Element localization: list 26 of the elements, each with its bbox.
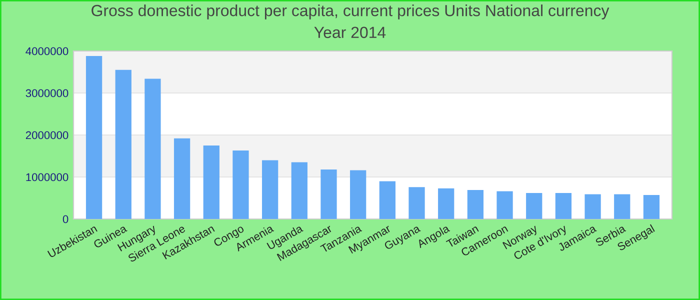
y-tick-label: 1000000 xyxy=(26,173,68,182)
bar xyxy=(643,195,660,219)
bar xyxy=(174,138,190,219)
bar xyxy=(438,188,454,219)
y-tick-label: 0 xyxy=(62,215,68,224)
bar xyxy=(614,194,630,219)
bar xyxy=(291,162,308,219)
bar xyxy=(555,192,572,219)
bar xyxy=(144,78,161,219)
bar xyxy=(203,146,220,219)
bar xyxy=(320,169,337,219)
y-tick-label: 3000000 xyxy=(26,89,68,98)
bar xyxy=(86,56,102,219)
bar xyxy=(496,191,513,219)
bar xyxy=(584,194,601,219)
bar xyxy=(467,190,484,219)
bar xyxy=(379,181,396,219)
bar xyxy=(526,192,542,219)
bar xyxy=(115,70,132,219)
bar xyxy=(350,170,366,219)
bar xyxy=(408,187,425,219)
y-tick-label: 2000000 xyxy=(26,131,68,140)
bar xyxy=(232,150,249,219)
bar xyxy=(262,160,278,219)
y-tick-label: 4000000 xyxy=(26,47,68,56)
chart-title: Gross domestic product per capita, current prices Units National currency Year 2014 xyxy=(92,4,610,38)
